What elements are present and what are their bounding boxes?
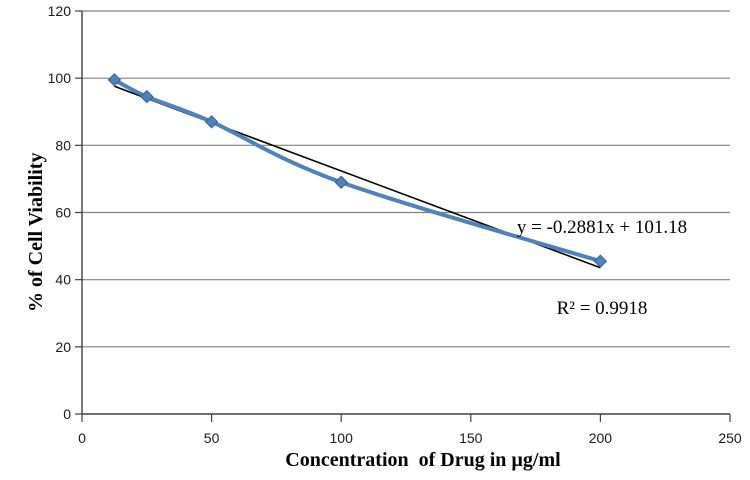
trendline-r-squared: R² = 0.9918 (556, 298, 648, 319)
trendline-equation: y = -0.2881x + 101.18 (516, 217, 688, 238)
y-tick-label: 20 (55, 339, 71, 355)
data-point-marker (140, 89, 154, 104)
y-axis-title: % of Cell Viability (25, 152, 47, 312)
y-tick-label: 120 (48, 3, 72, 19)
x-tick-label: 100 (330, 430, 354, 446)
x-tick-label: 50 (204, 430, 220, 446)
y-tick-label: 0 (63, 406, 71, 422)
data-point-marker (593, 254, 608, 268)
x-tick-label: 150 (459, 430, 483, 446)
y-tick-label: 100 (48, 70, 72, 86)
x-axis-title: Concentration of Drug in µg/ml (285, 449, 561, 471)
y-tick-label: 40 (55, 272, 71, 288)
x-tick-label: 250 (718, 430, 742, 446)
data-point-marker (334, 175, 348, 189)
x-tick-label: 200 (589, 430, 613, 446)
x-tick-label: 0 (78, 430, 86, 446)
y-tick-label: 60 (55, 205, 71, 221)
trendline-annotation: y = -0.2881x + 101.18 R² = 0.9918 (517, 160, 687, 376)
y-tick-label: 80 (55, 137, 71, 153)
data-point-marker (204, 115, 219, 129)
data-point-marker (107, 73, 122, 87)
